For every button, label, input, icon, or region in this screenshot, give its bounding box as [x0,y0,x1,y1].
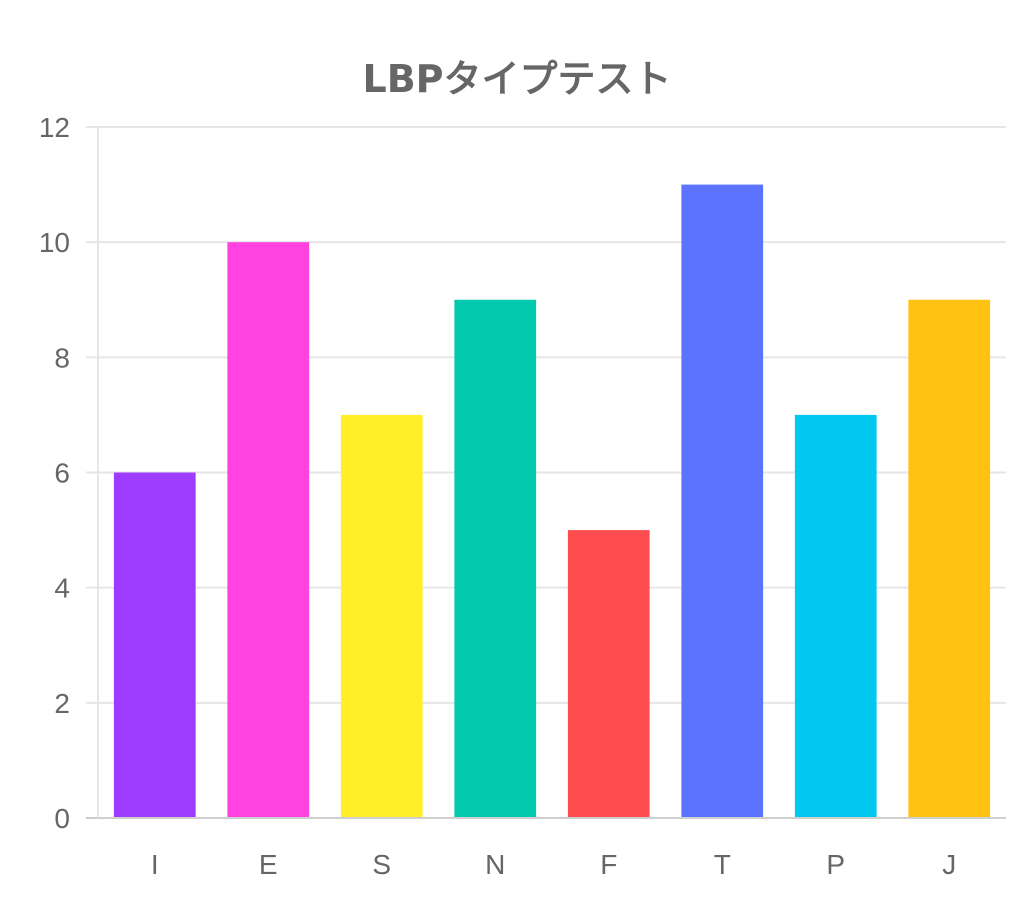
y-tick-label-6: 6 [54,458,70,489]
bar-P [794,414,877,818]
x-tick-label-E: E [259,849,278,880]
labels-layer: 0 2 4 6 8 10 12 I E S N F T P J [39,112,956,880]
x-tick-label-P: P [826,849,845,880]
bar-I [113,472,196,818]
bar-J [908,299,991,818]
x-tick-label-F: F [600,849,617,880]
chart-title: LBPタイプテスト [362,57,672,101]
x-tick-label-I: I [151,849,159,880]
x-tick-label-S: S [372,849,391,880]
bar-F [567,530,650,818]
x-tick-label-N: N [485,849,505,880]
y-tick-label-2: 2 [54,688,70,719]
bar-E [227,242,310,818]
bars-layer [113,184,991,819]
y-tick-label-0: 0 [54,803,70,834]
y-tick-label-4: 4 [54,573,70,604]
axis-layer [97,127,1006,819]
bar-S [340,414,423,818]
y-tick-label-12: 12 [39,112,70,143]
x-tick-label-T: T [714,849,731,880]
y-tick-label-8: 8 [54,342,70,373]
y-tick-label-10: 10 [39,227,70,258]
bar-N [454,299,537,818]
bar-T [681,184,764,819]
x-tick-label-J: J [942,849,956,880]
